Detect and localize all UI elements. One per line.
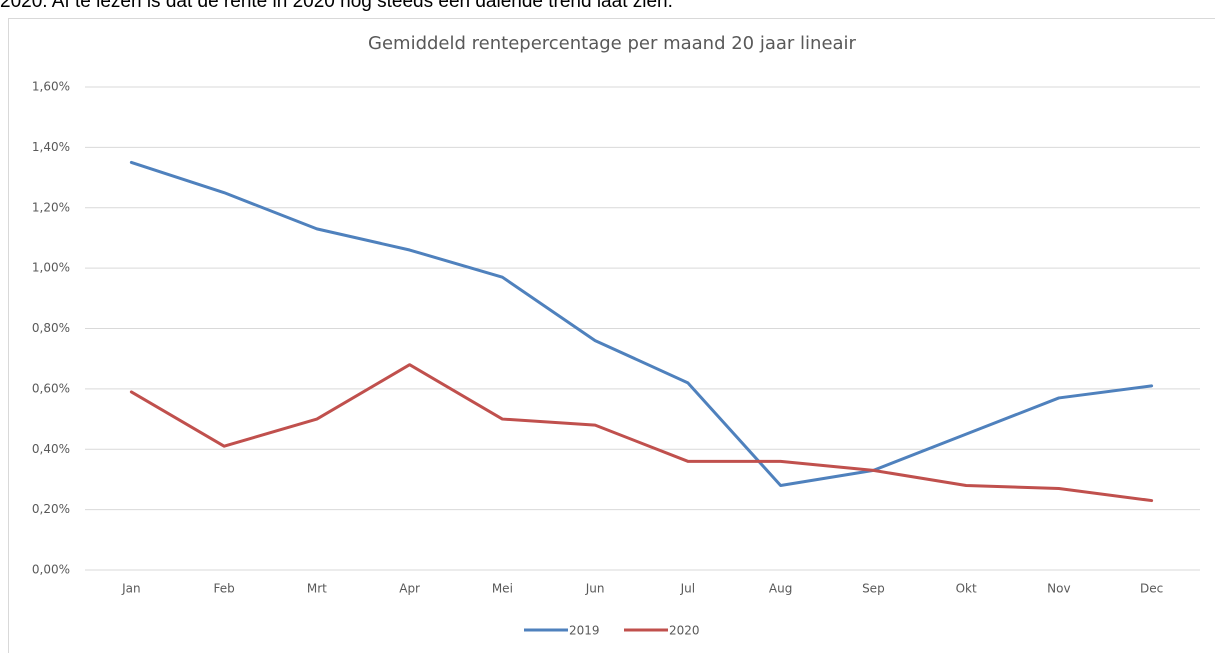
x-tick-label: Aug: [769, 582, 792, 596]
y-tick-label: 1,40%: [32, 140, 70, 154]
chart-border: [8, 18, 1215, 653]
x-tick-label: Jun: [585, 582, 605, 596]
line-series: [129, 160, 1154, 487]
y-tick-label: 0,20%: [32, 502, 70, 516]
x-tick-label: Mrt: [307, 582, 327, 596]
x-tick-label: Dec: [1140, 582, 1163, 596]
intro-text: 2020. Af te lezen is dat de rente in 202…: [0, 0, 673, 12]
y-tick-label: 0,40%: [32, 442, 70, 456]
y-tick-label: 1,20%: [32, 200, 70, 214]
x-tick-label: Jul: [680, 582, 695, 596]
x-tick-label: Mei: [492, 582, 513, 596]
chart-title: Gemiddeld rentepercentage per maand 20 j…: [368, 33, 857, 54]
x-tick-label: Feb: [214, 582, 235, 596]
y-tick-label: 0,60%: [32, 381, 70, 395]
line-series: [129, 363, 1154, 503]
y-tick-label: 1,00%: [32, 261, 70, 275]
x-tick-label: Apr: [399, 582, 420, 596]
y-tick-label: 1,60%: [32, 80, 70, 94]
x-tick-label: Nov: [1047, 582, 1070, 596]
legend-label: 2019: [569, 624, 600, 638]
y-tick-label: 0,80%: [32, 321, 70, 335]
x-tick-label: Sep: [862, 582, 885, 596]
y-tick-label: 0,00%: [32, 563, 70, 577]
legend-label: 2020: [669, 624, 700, 638]
x-tick-label: Okt: [956, 582, 977, 596]
x-tick-label: Jan: [121, 582, 141, 596]
